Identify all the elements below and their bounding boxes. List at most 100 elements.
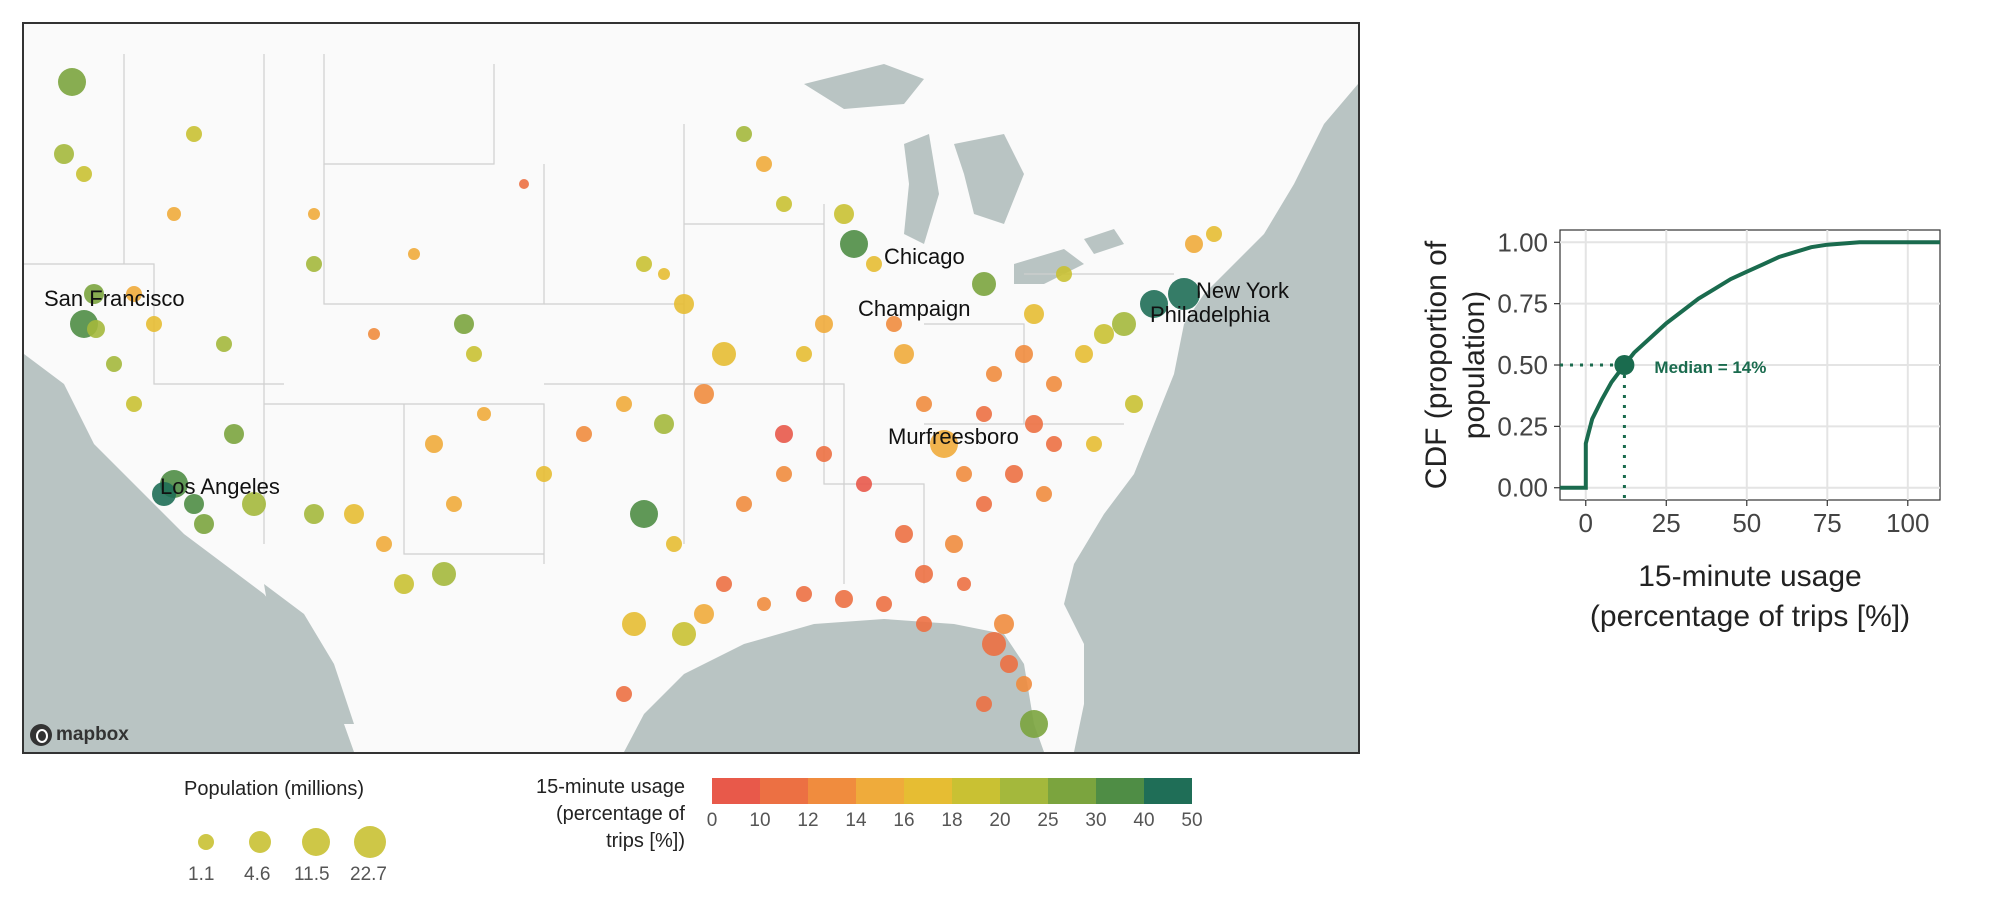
city-marker[interactable]: [216, 336, 232, 352]
us-map[interactable]: [24, 24, 1358, 752]
city-marker[interactable]: [694, 604, 714, 624]
city-marker[interactable]: [976, 496, 992, 512]
city-marker[interactable]: [856, 476, 872, 492]
city-marker[interactable]: [776, 196, 792, 212]
city-marker[interactable]: [930, 430, 958, 458]
city-marker[interactable]: [840, 230, 868, 258]
city-marker[interactable]: [956, 466, 972, 482]
city-marker[interactable]: [976, 406, 992, 422]
city-marker[interactable]: [622, 612, 646, 636]
city-marker[interactable]: [757, 597, 771, 611]
city-marker[interactable]: [776, 466, 792, 482]
city-marker[interactable]: [916, 616, 932, 632]
city-marker[interactable]: [1020, 710, 1048, 738]
city-marker[interactable]: [666, 536, 682, 552]
city-marker[interactable]: [816, 446, 832, 462]
city-marker[interactable]: [1056, 266, 1072, 282]
city-marker[interactable]: [344, 504, 364, 524]
city-marker[interactable]: [425, 435, 443, 453]
city-marker[interactable]: [1125, 395, 1143, 413]
city-marker[interactable]: [616, 396, 632, 412]
city-marker[interactable]: [306, 256, 322, 272]
city-marker[interactable]: [1046, 436, 1062, 452]
city-marker[interactable]: [54, 144, 74, 164]
city-marker[interactable]: [368, 328, 380, 340]
city-marker[interactable]: [1046, 376, 1062, 392]
city-marker[interactable]: [1086, 436, 1102, 452]
city-marker[interactable]: [126, 396, 142, 412]
city-marker[interactable]: [58, 68, 86, 96]
city-marker[interactable]: [957, 577, 971, 591]
city-marker[interactable]: [1025, 415, 1043, 433]
city-marker[interactable]: [756, 156, 772, 172]
city-marker[interactable]: [304, 504, 324, 524]
city-marker[interactable]: [834, 204, 854, 224]
city-marker[interactable]: [736, 126, 752, 142]
city-marker[interactable]: [194, 514, 214, 534]
city-marker[interactable]: [1024, 304, 1044, 324]
city-marker[interactable]: [694, 384, 714, 404]
city-marker[interactable]: [408, 248, 420, 260]
city-marker[interactable]: [1140, 290, 1168, 318]
city-marker[interactable]: [658, 268, 670, 280]
city-marker[interactable]: [1168, 278, 1200, 310]
city-marker[interactable]: [616, 686, 632, 702]
city-marker[interactable]: [796, 586, 812, 602]
city-marker[interactable]: [674, 294, 694, 314]
city-marker[interactable]: [454, 314, 474, 334]
city-marker[interactable]: [972, 272, 996, 296]
city-marker[interactable]: [536, 466, 552, 482]
city-marker[interactable]: [654, 414, 674, 434]
city-marker[interactable]: [1000, 655, 1018, 673]
city-marker[interactable]: [916, 396, 932, 412]
map-panel[interactable]: San Francisco Los Angeles Chicago Champa…: [22, 22, 1360, 754]
city-marker[interactable]: [945, 535, 963, 553]
city-marker[interactable]: [796, 346, 812, 362]
city-marker[interactable]: [87, 320, 105, 338]
city-marker[interactable]: [167, 207, 181, 221]
city-marker[interactable]: [1015, 345, 1033, 363]
city-marker[interactable]: [866, 256, 882, 272]
city-marker[interactable]: [152, 482, 176, 506]
city-marker[interactable]: [636, 256, 652, 272]
city-marker[interactable]: [106, 356, 122, 372]
city-marker[interactable]: [394, 574, 414, 594]
city-marker[interactable]: [76, 166, 92, 182]
city-marker[interactable]: [576, 426, 592, 442]
city-marker[interactable]: [835, 590, 853, 608]
city-marker[interactable]: [895, 525, 913, 543]
city-marker[interactable]: [994, 614, 1014, 634]
mapbox-logo[interactable]: mapbox: [30, 724, 129, 746]
city-markers[interactable]: [54, 68, 1222, 738]
city-marker[interactable]: [672, 622, 696, 646]
city-marker[interactable]: [1075, 345, 1093, 363]
city-marker[interactable]: [986, 366, 1002, 382]
city-marker[interactable]: [242, 492, 266, 516]
city-marker[interactable]: [775, 425, 793, 443]
city-marker[interactable]: [186, 126, 202, 142]
city-marker[interactable]: [876, 596, 892, 612]
city-marker[interactable]: [146, 316, 162, 332]
city-marker[interactable]: [84, 284, 104, 304]
city-marker[interactable]: [630, 500, 658, 528]
city-marker[interactable]: [915, 565, 933, 583]
city-marker[interactable]: [716, 576, 732, 592]
city-marker[interactable]: [886, 316, 902, 332]
city-marker[interactable]: [1094, 324, 1114, 344]
city-marker[interactable]: [432, 562, 456, 586]
city-marker[interactable]: [815, 315, 833, 333]
city-marker[interactable]: [736, 496, 752, 512]
city-marker[interactable]: [519, 179, 529, 189]
city-marker[interactable]: [1016, 676, 1032, 692]
city-marker[interactable]: [1005, 465, 1023, 483]
city-marker[interactable]: [126, 286, 142, 302]
city-marker[interactable]: [376, 536, 392, 552]
city-marker[interactable]: [976, 696, 992, 712]
city-marker[interactable]: [1112, 312, 1136, 336]
city-marker[interactable]: [446, 496, 462, 512]
city-marker[interactable]: [894, 344, 914, 364]
city-marker[interactable]: [477, 407, 491, 421]
city-marker[interactable]: [466, 346, 482, 362]
city-marker[interactable]: [1206, 226, 1222, 242]
city-marker[interactable]: [308, 208, 320, 220]
